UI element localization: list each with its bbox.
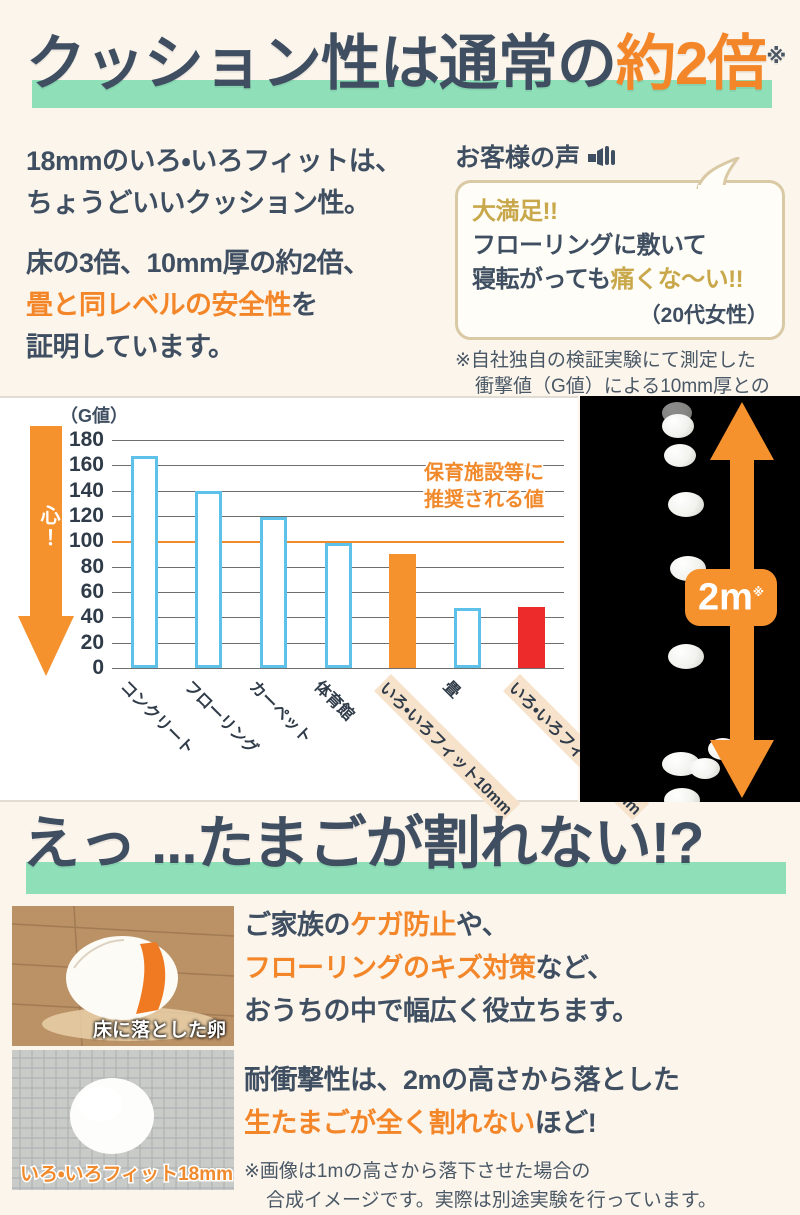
chart-bar xyxy=(259,517,287,668)
chart-x-tick: 体育館 xyxy=(310,678,357,725)
intro-line-4: 畳と同レベルの安全性を xyxy=(26,284,446,326)
bottom-copy-b2-l2-tail: ほど! xyxy=(534,1108,597,1138)
falling-egg xyxy=(662,414,694,438)
bottom-copy-b2-line-1: 耐衝撃性は、2mの高さから落とした xyxy=(244,1065,680,1095)
customer-voice-block: お客様の声 大満足!! フローリングに敷いて 寝転がっても痛くな〜い!! xyxy=(455,138,785,426)
two-meter-label-text: 2m xyxy=(698,576,753,619)
intro-line-4-tail: を xyxy=(291,290,318,320)
bubble-title: 大満足!! xyxy=(472,198,558,225)
chart-bar xyxy=(453,608,481,668)
chart-y-tick: 60 xyxy=(80,580,104,603)
chart-y-axis-unit: （G値） xyxy=(60,406,129,426)
customer-voice-heading: お客様の声 xyxy=(455,138,785,174)
headline-bottom: えっ ...たまごが割れない!? xyxy=(22,810,786,894)
two-meter-label: 2m※ xyxy=(688,572,774,623)
bottom-copy-b1-l2-accent: フローリングのキズ対策 xyxy=(244,953,536,983)
chart-y-tick: 0 xyxy=(92,656,104,679)
chart-y-tick: 180 xyxy=(68,428,104,451)
bubble-tail xyxy=(694,156,744,192)
intro-spacer xyxy=(26,224,446,242)
bottom-copy-b1-l2-tail: など、 xyxy=(535,953,615,983)
cracked-egg-caption: 床に落とした卵 xyxy=(92,1020,226,1041)
bottom-copy-b2-line-2: 生たまごが全く割れないほど! xyxy=(244,1102,792,1145)
bottom-copy-note: ※画像は1mの高さから落下させた場合の 合成イメージです。実際は別途実験を行って… xyxy=(244,1157,792,1215)
bubble-line-1: フローリングに敷いて xyxy=(472,232,707,259)
chart-y-tick: 20 xyxy=(80,630,104,654)
intro-line-5: 証明しています。 xyxy=(26,332,235,362)
intro-line-2: ちょうどいいクッション性。 xyxy=(26,188,371,218)
chart-x-tick: 畳 xyxy=(439,678,463,702)
chart-y-tick: 40 xyxy=(80,605,104,629)
falling-egg xyxy=(668,644,704,669)
headline-top-text: クッション性は通常の約2倍※ xyxy=(26,22,786,99)
chart-y-tick: 80 xyxy=(80,554,104,578)
chart-reference-line xyxy=(112,541,564,544)
headline-top-highlight-band xyxy=(32,80,772,108)
bottom-copy-b1-l1-tail: や、 xyxy=(456,910,509,940)
bubble-line-2: 寝転がっても痛くな〜い!! xyxy=(472,263,768,297)
bubble-line-2-plain: 寝転がっても xyxy=(472,266,611,293)
egg-drop-photo: 2m※ xyxy=(580,396,800,802)
measurement-note-line-1: ※自社独自の検証実験にて測定した xyxy=(455,350,756,371)
lower-is-safer-arrow: 低いほど安心！ xyxy=(18,426,88,676)
headline-top-part1: クッション性は通常の xyxy=(26,30,617,97)
bottom-copy-b1-l1-plain: ご家族の xyxy=(244,910,351,940)
bottom-copy-note-line-2: 合成イメージです。実際は別途実験を行っています。 xyxy=(266,1190,717,1211)
bottom-copy-block-2: 耐衝撃性は、2mの高さから落とした 生たまごが全く割れないほど! ※画像は1mの… xyxy=(244,1059,792,1215)
chart-y-tick: 140 xyxy=(68,478,104,502)
intact-egg-photo: いろ・いろフィット18mm xyxy=(12,1050,234,1190)
bottom-copy-b2-l2-accent: 生たまごが全く割れない xyxy=(244,1108,535,1138)
falling-egg xyxy=(664,788,700,802)
bottom-copy-b1-line-2: フローリングのキズ対策など、 xyxy=(244,947,792,990)
intro-line-4-accent: 畳と同レベルの安全性 xyxy=(26,290,292,320)
intact-egg-caption: いろ・いろフィット18mm xyxy=(18,1163,234,1187)
chart-gridline xyxy=(112,440,564,441)
chart-plot-area xyxy=(112,440,564,669)
chart-bar xyxy=(324,542,352,668)
falling-egg xyxy=(690,758,720,779)
headline-top: クッション性は通常の約2倍※ xyxy=(26,22,786,108)
bottom-copy: ご家族のケガ防止や、 フローリングのキズ対策など、 おうちの中で幅広く役立ちます… xyxy=(244,904,792,1215)
chart-y-tick: 120 xyxy=(68,504,104,527)
bottom-copy-b1-line-3: おうちの中で幅広く役立ちます。 xyxy=(244,996,639,1026)
two-meter-note-mark: ※ xyxy=(752,587,764,599)
reference-line-annotation-line-2: 推奨される値 xyxy=(423,488,546,513)
chart-bar xyxy=(195,490,223,668)
bottom-copy-note-line-1: ※画像は1mの高さから落下させた場合の xyxy=(244,1161,591,1182)
bubble-line-2-gold: 痛くな〜い!! xyxy=(610,266,744,293)
chart-gridline xyxy=(112,490,564,492)
chart-y-tick: 100 xyxy=(68,529,104,553)
chart-y-tick-labels: 180 160 140 120 100 80 60 40 20 0 xyxy=(42,428,108,679)
chart-y-tick: 160 xyxy=(68,453,104,477)
bubble-signature: （20代女性） xyxy=(639,304,768,327)
chart-gridline xyxy=(112,516,564,517)
customer-voice-heading-label: お客様の声 xyxy=(455,144,581,172)
bottom-copy-b1-l1-accent: ケガ防止 xyxy=(350,910,457,940)
headline-top-part2: 約2倍 xyxy=(616,30,767,97)
bottom-copy-b1-line-1: ご家族のケガ防止や、 xyxy=(244,904,792,947)
reference-line-annotation-line-1: 保育施設等に xyxy=(423,461,546,486)
chart-gridline xyxy=(112,668,564,669)
chart-bar xyxy=(389,554,417,668)
lower-is-safer-arrow-label: 低いほど安心！ xyxy=(37,472,88,582)
headline-top-note-mark: ※ xyxy=(766,46,787,68)
chart-x-tick-labels: コンクリート フローリング カーペット 体育館 いろ・いろフィット10mm 畳いろ・いろフ… xyxy=(112,674,650,821)
headline-bottom-text: えっ ...たまごが割れない!? xyxy=(22,811,704,876)
chart-bar xyxy=(518,607,546,668)
intro-line-1: 18mmのいろ・いろフィットは、 xyxy=(26,146,402,176)
reference-line-annotation: 保育施設等に 推奨される値 xyxy=(423,460,574,514)
cracked-egg-photo: 床に落とした卵 xyxy=(12,906,234,1046)
g-value-chart-panel: （G値） 低いほど安心！ 180 160 140 120 100 80 60 40 20 0 保育… xyxy=(0,396,650,821)
falling-egg xyxy=(664,444,696,467)
falling-egg xyxy=(668,492,704,517)
chart-bar xyxy=(130,456,158,668)
megaphone-icon xyxy=(586,145,616,167)
intro-copy: 18mmのいろ・いろフィットは、 ちょうどいいクッション性。 床の3倍、10mm… xyxy=(26,140,446,368)
chart-gridline xyxy=(112,465,564,467)
customer-voice-bubble: 大満足!! フローリングに敷いて 寝転がっても痛くな〜い!! （20代女性） xyxy=(455,156,785,340)
intro-line-3: 床の3倍、10mm厚の約2倍、 xyxy=(26,248,370,278)
headline-bottom-highlight-band xyxy=(26,862,786,894)
